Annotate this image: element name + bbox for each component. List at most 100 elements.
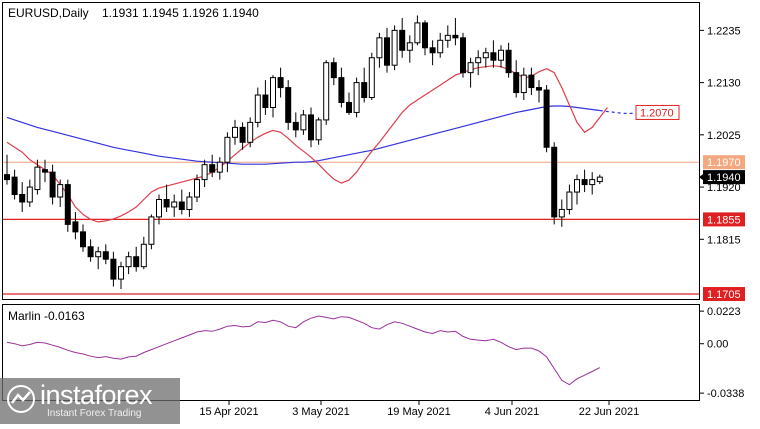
candle [133, 246, 140, 272]
candle-body-bull [574, 179, 580, 193]
candle [254, 87, 261, 128]
candle [308, 107, 314, 148]
candle-body-bear [49, 171, 56, 198]
candle [482, 47, 489, 68]
candle-body-bear [239, 126, 246, 143]
candle [19, 182, 26, 212]
candle [368, 52, 375, 101]
candle-body-bear [551, 146, 558, 218]
candle-body-bull [566, 191, 573, 210]
date-axis-label: 3 May 2021 [292, 406, 349, 418]
candle-body-bear [178, 201, 185, 210]
candle [186, 192, 193, 217]
candle [589, 172, 596, 195]
candle [498, 45, 504, 68]
candle-body-bear [11, 176, 18, 196]
candle-body-bull [34, 166, 41, 191]
candle [49, 164, 56, 205]
candle [475, 50, 482, 76]
candle-body-bear [505, 49, 512, 74]
price-axis-label: 1.2025 [707, 130, 741, 142]
indicator-label: Marlin -0.0163 [8, 309, 85, 323]
date-axis-label: 22 Jun 2021 [579, 406, 640, 418]
date-axis-label: 4 Jun 2021 [485, 406, 539, 418]
candle [551, 142, 558, 225]
candle-body-bear [102, 251, 109, 260]
candle-body-bull [95, 251, 102, 258]
candle-body-bear [308, 114, 314, 141]
candle [262, 80, 269, 115]
candle-body-bear [262, 94, 269, 108]
level-price-box [703, 155, 745, 170]
candle [376, 32, 383, 68]
candle [460, 32, 466, 78]
forecast-price-label: 1.2070 [640, 107, 674, 119]
candle [34, 159, 41, 195]
brand-name: instaforex [40, 380, 153, 410]
candle-body-bull [140, 243, 147, 268]
candle-body-bull [558, 208, 565, 218]
candle-body-bear [422, 22, 428, 49]
candle-body-bull [224, 136, 231, 163]
indicator-axis-label: 0.00 [707, 339, 728, 351]
candle-body-bull [315, 119, 322, 141]
candle-body-bear [87, 246, 94, 258]
candle-body-bull [300, 114, 307, 131]
current-price-pointer [699, 174, 703, 181]
level-price-label: 1.1970 [707, 157, 741, 169]
candle-body-bear [528, 74, 535, 89]
candle-body-bull [391, 29, 398, 66]
candle [87, 239, 94, 262]
candle [42, 159, 48, 183]
candle [292, 112, 299, 138]
candle [300, 109, 307, 135]
candle [361, 67, 368, 103]
candle-body-bull [186, 196, 193, 210]
candle-body-bull [232, 126, 238, 138]
candle [178, 189, 185, 215]
candle-body-bull [520, 74, 527, 94]
candle-body-bear [338, 77, 345, 103]
candle-body-bear [292, 121, 299, 131]
brand-tagline: Instant Forex Trading [47, 408, 142, 419]
axis-labels: 1.2235 1.2130 1.2025 1.1920 1.1815 1.2070 1.19… [199, 25, 745, 418]
level-price-box [703, 287, 745, 302]
candle [4, 154, 10, 185]
slow-ma-line [6, 105, 600, 165]
candle [125, 251, 132, 275]
candle-body-bear [285, 87, 292, 123]
date-axis-label: 15 Apr 2021 [199, 406, 258, 418]
candle-body-bull [444, 34, 451, 41]
forecast-price-box [635, 104, 680, 120]
candle-body-bull [247, 121, 254, 143]
candle-body-bull [368, 57, 375, 99]
instaforex-logo-icon [7, 385, 35, 413]
candle [429, 40, 436, 66]
candle-body-bull [589, 179, 596, 186]
candle-body-bull [148, 216, 155, 245]
candle-body-bear [361, 82, 368, 99]
candle-body-bear [277, 77, 284, 89]
candle-body-bull [467, 62, 474, 74]
candle-body-bear [19, 194, 26, 203]
candle-body-bull [125, 256, 132, 268]
candle [444, 25, 451, 48]
price-axis-label: 1.1815 [707, 234, 741, 246]
candle-body-bear [80, 231, 86, 248]
candle [110, 251, 117, 287]
candle-body-bear [209, 164, 216, 173]
candle-body-bear [330, 62, 337, 79]
candle [520, 67, 527, 101]
candle-body-bull [498, 49, 504, 61]
candle-body-bear [452, 34, 459, 39]
candle [528, 67, 535, 96]
candle-body-bull [26, 186, 33, 203]
price-axis-label: 1.2130 [707, 78, 741, 90]
candle-body-bull [270, 77, 276, 108]
candle-body-bear [429, 47, 436, 54]
candle-body-bull [254, 94, 261, 123]
candle [148, 214, 155, 250]
candle-body-bear [460, 37, 466, 74]
